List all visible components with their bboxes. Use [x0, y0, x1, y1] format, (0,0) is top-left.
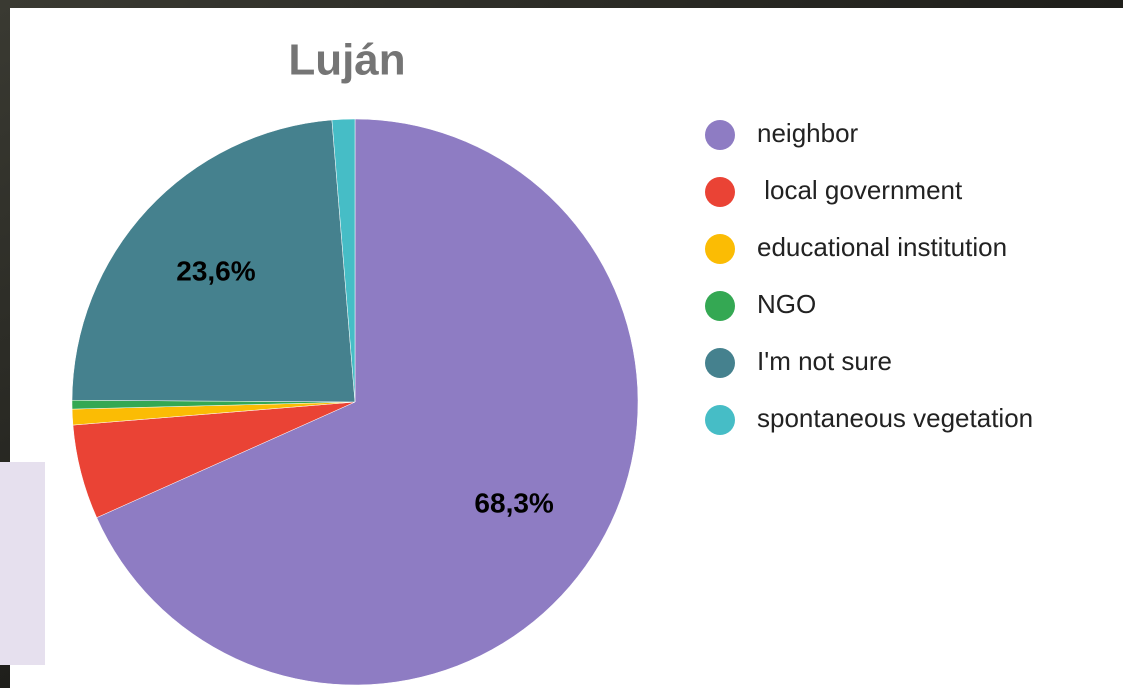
legend-swatch — [705, 291, 735, 321]
legend-label: spontaneous vegetation — [757, 403, 1033, 433]
pie-slice — [96, 118, 639, 686]
legend-label: educational institution — [757, 232, 1007, 262]
legend-swatch — [705, 177, 735, 207]
value-label: 68,3% — [474, 487, 553, 518]
legend-label: neighbor — [757, 118, 859, 148]
pie-slice — [71, 119, 356, 403]
legend-label: I'm not sure — [757, 346, 892, 376]
chart-title: Luján — [288, 36, 405, 85]
pie-slice — [331, 118, 356, 403]
legend-label: local government — [757, 175, 963, 205]
side-panel — [0, 462, 45, 665]
legend-swatch — [705, 348, 735, 378]
legend-label: NGO — [757, 289, 816, 319]
legend-swatch — [705, 234, 735, 264]
legend-swatch — [705, 120, 735, 150]
legend-swatch — [705, 405, 735, 435]
value-label: 23,6% — [176, 255, 255, 286]
